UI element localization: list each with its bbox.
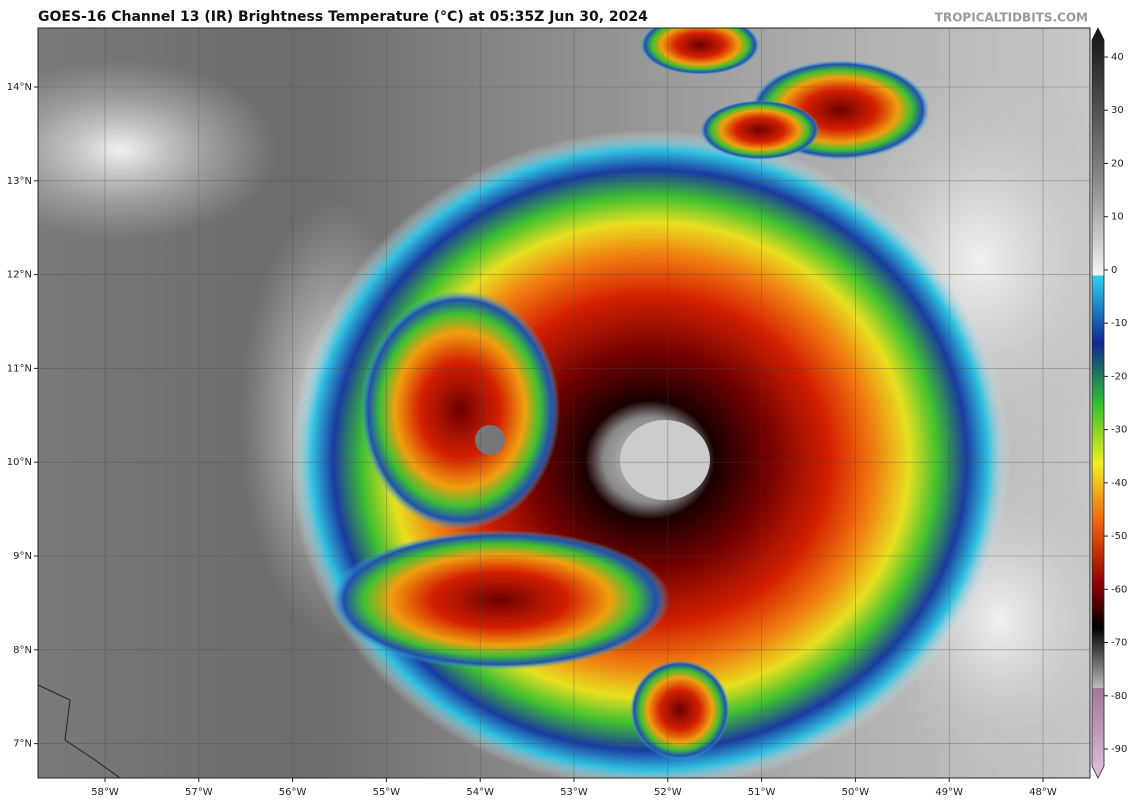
colorbar-label: -50: [1111, 531, 1127, 542]
lat-label: 14°N: [7, 82, 32, 93]
lon-label: 49°W: [935, 787, 963, 798]
lon-label: 54°W: [466, 787, 494, 798]
lat-label: 10°N: [7, 457, 32, 468]
lat-label: 12°N: [7, 270, 32, 281]
colorbar-label: 40: [1111, 52, 1124, 63]
colorbar-label: -40: [1111, 478, 1127, 489]
lat-label: 13°N: [7, 176, 32, 187]
lon-label: 52°W: [654, 787, 682, 798]
lon-label: 53°W: [560, 787, 588, 798]
satellite-image: [38, 28, 1090, 778]
colorbar-label: 30: [1111, 105, 1124, 116]
lon-label: 56°W: [279, 787, 307, 798]
lon-label: 51°W: [748, 787, 776, 798]
colorbar-label: 0: [1111, 265, 1117, 276]
colorbar-label: 10: [1111, 212, 1124, 223]
lon-label: 50°W: [842, 787, 870, 798]
colorbar-label: -10: [1111, 318, 1127, 329]
colorbar-label: 20: [1111, 158, 1124, 169]
map-frame: [37, 27, 1091, 779]
lat-label: 11°N: [7, 363, 32, 374]
colorbar-label: -80: [1111, 691, 1127, 702]
colorbar-label: -90: [1111, 744, 1127, 755]
title: GOES-16 Channel 13 (IR) Brightness Tempe…: [38, 9, 648, 25]
lat-label: 7°N: [13, 739, 32, 750]
labels: 14°N 13°N 12°N 11°N 10°N 9°N 8°N 7°N 58°W 57°W 56°…: [7, 52, 1128, 798]
lon-label: 57°W: [185, 787, 213, 798]
colorbar-label: -30: [1111, 425, 1127, 436]
lon-label: 55°W: [373, 787, 401, 798]
colorbar-label: -70: [1111, 638, 1127, 649]
lat-label: 8°N: [13, 645, 32, 656]
credit: TROPICALTIDBITS.COM: [935, 11, 1088, 25]
colorbar: [1091, 27, 1105, 779]
lon-label: 48°W: [1029, 787, 1057, 798]
colorbar-label: -60: [1111, 584, 1127, 595]
lat-label: 9°N: [13, 551, 32, 562]
lon-label: 58°W: [91, 787, 119, 798]
colorbar-label: -20: [1111, 371, 1127, 382]
